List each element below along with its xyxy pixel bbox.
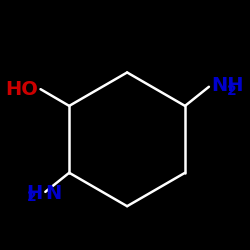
Text: NH: NH [211, 76, 244, 95]
Text: H: H [27, 184, 43, 203]
Text: N: N [45, 184, 61, 203]
Text: 2: 2 [227, 84, 236, 98]
Text: 2: 2 [27, 190, 37, 204]
Text: HO: HO [5, 80, 38, 99]
